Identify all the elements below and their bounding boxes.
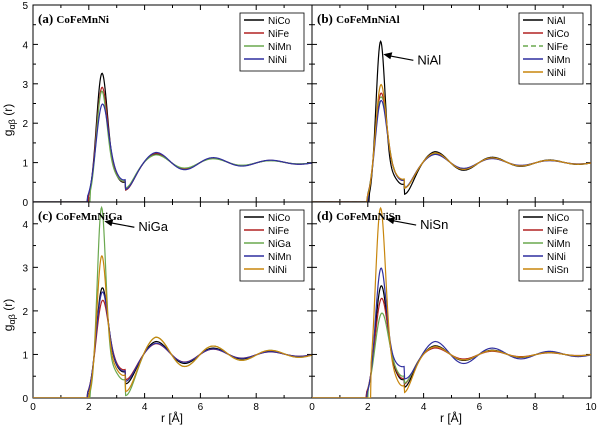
panel-letter: (b) xyxy=(317,11,336,26)
y-tick-label: 2 xyxy=(22,307,28,318)
legend-label: NiFe xyxy=(547,42,569,53)
y-tick-label: 3 xyxy=(22,263,28,274)
panel-title: (d) CoFeMnNiSn xyxy=(317,208,401,223)
panel-alloy: CoFeMnNi xyxy=(56,14,109,26)
x-tick-label: 4 xyxy=(421,402,427,413)
y-tick-label: 2 xyxy=(22,119,28,130)
legend-label: NiCo xyxy=(268,213,291,224)
legend-label: NiCo xyxy=(547,213,570,224)
x-tick-label: 4 xyxy=(142,402,148,413)
x-tick-label: 10 xyxy=(585,402,597,413)
legend: NiCo NiFe NiMn NiNi xyxy=(239,12,305,72)
annotation-label: NiAl xyxy=(417,52,441,67)
series-line-nife xyxy=(33,86,312,202)
annotation-label: NiSn xyxy=(420,217,448,232)
legend-label: NiMn xyxy=(268,252,291,263)
x-tick-label: 2 xyxy=(365,402,371,413)
legend-label: NiSn xyxy=(547,265,569,276)
series-line-nico xyxy=(33,72,312,202)
legend-label: NiFe xyxy=(268,226,290,237)
legend-label: NiFe xyxy=(547,226,569,237)
annotation-arrow xyxy=(389,55,414,61)
x-axis-label-left: r [Å] xyxy=(161,410,183,425)
y-label-sub: αβ xyxy=(7,119,17,129)
y-axis-label-bottom: gαβ (r) xyxy=(1,299,17,331)
series-line-nini xyxy=(312,267,591,398)
annotation-arrowhead xyxy=(386,217,396,225)
y-tick-label: 4 xyxy=(22,40,28,51)
series-line-nife xyxy=(33,299,312,398)
x-tick-label: 6 xyxy=(477,402,483,413)
series-line-nife xyxy=(312,297,591,398)
x-tick-label: 8 xyxy=(253,402,259,413)
panel-letter: (d) xyxy=(317,208,336,223)
y-label-suffix: (r) xyxy=(1,104,15,119)
series-line-nico xyxy=(33,287,312,398)
y-axis-label-top: gαβ (r) xyxy=(1,104,17,136)
y-label-main: g xyxy=(1,325,15,332)
legend: NiCo NiFe NiMn NiNi NiSn xyxy=(518,209,584,282)
annotation-arrowhead xyxy=(383,52,393,60)
annotation-arrow xyxy=(110,222,135,228)
legend-label: NiCo xyxy=(547,29,570,40)
legend: NiAl NiCo NiFe NiMn NiNi xyxy=(518,12,584,85)
legend-label: NiMn xyxy=(268,42,291,53)
panel-1: NiAl NiCo NiFe NiMn NiNi (b) CoFeMnNiAl NiAl xyxy=(311,4,592,203)
y-label-sub: αβ xyxy=(7,314,17,324)
y-tick-label: 0 xyxy=(22,198,28,209)
legend-label: NiCo xyxy=(268,16,291,27)
series-line-nimn xyxy=(33,90,312,202)
series-line-nimn xyxy=(312,99,591,202)
legend-label: NiNi xyxy=(547,68,566,79)
annotation-arrow xyxy=(392,219,417,226)
x-tick-label: 2 xyxy=(86,402,92,413)
panel-letter: (c) xyxy=(38,208,56,223)
series-line-nisn xyxy=(312,206,591,398)
y-tick-label: 5 xyxy=(22,1,28,12)
x-axis-label-right: r [Å] xyxy=(440,410,462,425)
y-tick-label: 4 xyxy=(22,220,28,231)
legend-label: NiNi xyxy=(268,265,287,276)
series-line-nini xyxy=(33,255,312,398)
panel-3: 0 2 4 6 8 10 NiCo NiFe NiMn NiNi NiSn (d) CoFeMnNiS… xyxy=(309,201,597,413)
y-tick-label: 3 xyxy=(22,80,28,91)
x-tick-label: 0 xyxy=(30,402,36,413)
annotation-arrowhead xyxy=(104,219,114,227)
panel-0: 0 1 2 3 4 5 NiCo NiFe NiMn NiNi (a) CoFeMnNi xyxy=(22,1,313,209)
x-tick-label: 8 xyxy=(532,402,538,413)
panel-2: 0 2 4 6 8 0 1 2 3 4 NiCo NiFe NiGa NiMn NiNi (c) CoFeMn… xyxy=(22,201,313,413)
annotation-label: NiGa xyxy=(138,219,168,234)
legend-label: NiAl xyxy=(547,16,565,27)
panel-alloy: CoFeMnNiAl xyxy=(336,14,400,26)
panel-alloy: CoFeMnNiSn xyxy=(336,211,401,223)
legend-label: NiNi xyxy=(547,252,566,263)
series-line-nini xyxy=(33,103,312,202)
legend-label: NiFe xyxy=(268,29,290,40)
series-line-nico xyxy=(312,285,591,398)
x-tick-label: 0 xyxy=(309,402,315,413)
panel-title: (a) CoFeMnNi xyxy=(38,11,109,26)
legend: NiCo NiFe NiGa NiMn NiNi xyxy=(239,209,305,282)
legend-label: NiMn xyxy=(547,55,570,66)
series-line-nife xyxy=(312,96,591,202)
y-tick-label: 0 xyxy=(22,394,28,405)
y-tick-label: 1 xyxy=(22,350,28,361)
panel-letter: (a) xyxy=(38,11,56,26)
legend-label: NiMn xyxy=(547,239,570,250)
y-label-main: g xyxy=(1,130,15,137)
legend-label: NiNi xyxy=(268,55,287,66)
series-line-nico xyxy=(312,92,591,202)
y-tick-label: 1 xyxy=(22,159,28,170)
series-line-nini xyxy=(312,83,591,202)
series-line-nimn xyxy=(33,291,312,398)
panel-title: (c) CoFeMnNiGa xyxy=(38,208,123,223)
legend-box xyxy=(239,12,305,72)
y-label-suffix: (r) xyxy=(1,299,15,314)
legend-label: NiGa xyxy=(268,239,291,250)
x-tick-label: 6 xyxy=(198,402,204,413)
panel-alloy: CoFeMnNiGa xyxy=(56,211,123,223)
panel-title: (b) CoFeMnNiAl xyxy=(317,11,400,26)
